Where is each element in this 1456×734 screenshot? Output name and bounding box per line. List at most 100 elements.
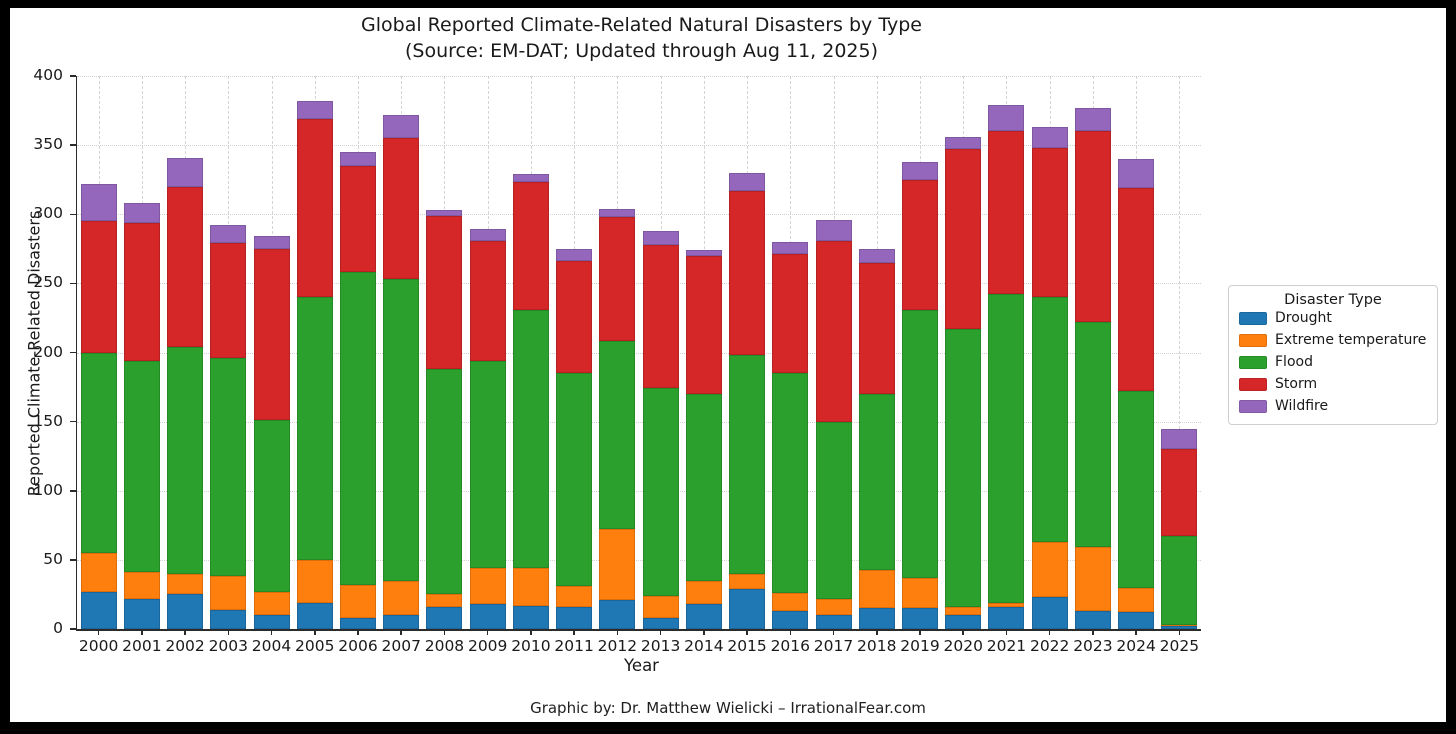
bar-2025 [1161, 76, 1198, 629]
bar-segment-extreme-temperature [902, 577, 938, 609]
bar-segment-drought [1031, 597, 1068, 629]
bar-segment-wildfire [729, 172, 766, 191]
y-tick-label: 350 [33, 135, 63, 154]
bar-2008 [426, 76, 463, 629]
x-tick-label: 2006 [338, 637, 378, 655]
bar-segment-wildfire [1031, 127, 1068, 148]
legend-entry-storm: Storm [1229, 374, 1437, 396]
bar-segment-flood [1118, 391, 1155, 588]
bar-segment-flood [685, 394, 722, 581]
x-tick-label: 2000 [78, 637, 119, 655]
bar-segment-flood [80, 352, 117, 553]
legend-entry-flood: Flood [1229, 352, 1437, 374]
x-axis-spine [75, 629, 1201, 631]
credit-caption: Graphic by: Dr. Matthew Wielicki – Irrat… [530, 699, 926, 717]
bar-segment-wildfire [296, 100, 333, 119]
y-tick-label: 50 [43, 549, 63, 568]
bar-segment-storm [729, 190, 766, 356]
x-tick-label: 2014 [684, 637, 724, 655]
bar-segment-drought [858, 608, 895, 629]
bar-segment-flood [210, 358, 247, 577]
bar-segment-wildfire [469, 229, 506, 241]
bar-segment-extreme-temperature [1031, 541, 1068, 598]
bar-2013 [642, 76, 679, 629]
y-tick-label: 0 [53, 619, 63, 637]
legend-swatch [1239, 312, 1267, 325]
bar-segment-wildfire [599, 208, 636, 218]
x-tick-mark [703, 630, 705, 635]
y-tick-label: 300 [33, 204, 63, 223]
x-tick-mark [1048, 630, 1051, 635]
bar-segment-storm [902, 179, 938, 310]
bar-segment-wildfire [858, 248, 895, 263]
bar-segment-storm [426, 215, 463, 370]
bar-2018 [858, 76, 895, 629]
bar-segment-extreme-temperature [685, 580, 722, 605]
bar-segment-drought [1074, 611, 1111, 629]
bar-segment-extreme-temperature [772, 593, 809, 612]
bar-segment-flood [642, 388, 679, 596]
bar-segment-storm [383, 138, 420, 280]
bar-segment-flood [340, 272, 376, 585]
x-tick-label: 2023 [1073, 637, 1113, 655]
bar-segment-flood [512, 309, 549, 569]
y-tick-mark [70, 144, 76, 146]
y-tick-label: 200 [33, 342, 63, 361]
bar-segment-extreme-temperature [556, 586, 593, 607]
bar-2016 [772, 76, 809, 629]
x-tick-label: 2015 [727, 637, 767, 655]
x-tick-mark [97, 630, 100, 635]
legend-entry-label: Extreme temperature [1275, 332, 1427, 348]
x-axis-label: Year [624, 656, 659, 675]
bar-segment-storm [685, 255, 722, 394]
bar-segment-storm [1031, 147, 1068, 298]
bar-segment-wildfire [642, 230, 679, 245]
bar-2014 [685, 76, 722, 629]
y-tick-mark [70, 490, 76, 492]
bar-segment-wildfire [685, 250, 722, 256]
bar-segment-flood [1031, 297, 1068, 542]
y-tick-label: 150 [33, 411, 63, 430]
y-tick-mark [70, 559, 76, 561]
h-gridline [77, 145, 1201, 147]
bar-segment-drought [512, 605, 549, 629]
bar-segment-storm [988, 131, 1025, 295]
x-tick-mark [227, 630, 230, 635]
x-tick-mark [746, 630, 748, 635]
bar-segment-storm [556, 261, 593, 374]
bar-2006 [340, 76, 376, 629]
bar-segment-extreme-temperature [296, 559, 333, 603]
bar-segment-wildfire [815, 219, 852, 241]
x-tick-mark [1135, 630, 1137, 635]
y-tick-mark [70, 282, 76, 285]
bar-segment-drought [296, 602, 333, 629]
v-gridline [1179, 76, 1181, 629]
bar-segment-extreme-temperature [340, 584, 376, 618]
y-tick-mark [70, 213, 76, 215]
bar-segment-extreme-temperature [815, 598, 852, 616]
x-tick-label: 2013 [640, 637, 681, 655]
x-tick-label: 2018 [857, 637, 897, 655]
bar-segment-extreme-temperature [729, 573, 766, 589]
bar-segment-drought [80, 591, 117, 629]
y-tick-label: 400 [33, 66, 63, 84]
bar-segment-storm [167, 186, 204, 347]
bar-segment-flood [469, 360, 506, 569]
x-tick-mark [616, 630, 619, 635]
bar-segment-flood [1161, 536, 1198, 625]
bar-segment-storm [1161, 449, 1198, 537]
x-tick-mark [876, 630, 878, 635]
legend-entry-label: Storm [1275, 376, 1318, 392]
plot-area [77, 76, 1201, 629]
bar-segment-drought [772, 611, 809, 629]
x-tick-mark [270, 630, 273, 635]
bar-2003 [210, 76, 247, 629]
bar-segment-wildfire [123, 203, 160, 223]
bar-segment-wildfire [772, 241, 809, 255]
bar-segment-storm [80, 221, 117, 353]
bar-segment-extreme-temperature [469, 568, 506, 605]
bar-segment-flood [988, 294, 1025, 603]
bar-segment-flood [858, 394, 895, 570]
legend-swatch [1239, 378, 1267, 391]
bar-segment-storm [945, 149, 982, 329]
